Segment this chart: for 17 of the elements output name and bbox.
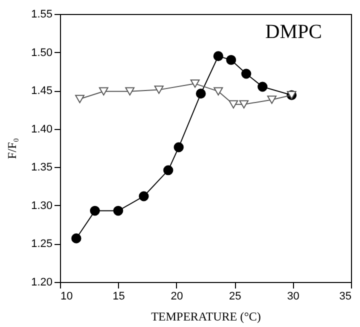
x-tick-label: 20 — [170, 290, 184, 302]
x-tick-label: 15 — [112, 290, 125, 302]
x-tick-label: 10 — [60, 290, 73, 302]
y-tick-label: 1.55 — [31, 8, 52, 20]
y-axis-title: F/F₀ — [5, 138, 20, 159]
y-tick-label: 1.35 — [31, 162, 52, 174]
y-tick-label: 1.50 — [31, 46, 52, 59]
x-axis-title: TEMPERATURE (°C) — [151, 310, 261, 324]
x-tick-label: 30 — [287, 290, 300, 302]
y-tick-label: 1.25 — [31, 238, 52, 250]
y-tick-label: 1.40 — [31, 123, 52, 136]
y-tick-label: 1.20 — [31, 276, 52, 288]
x-tick-label: 35 — [339, 290, 352, 302]
y-tick-label: 1.30 — [31, 200, 52, 212]
x-tick-label: 25 — [228, 290, 242, 302]
annotation: DMPC — [265, 21, 322, 43]
y-tick-label: 1.45 — [31, 85, 52, 98]
